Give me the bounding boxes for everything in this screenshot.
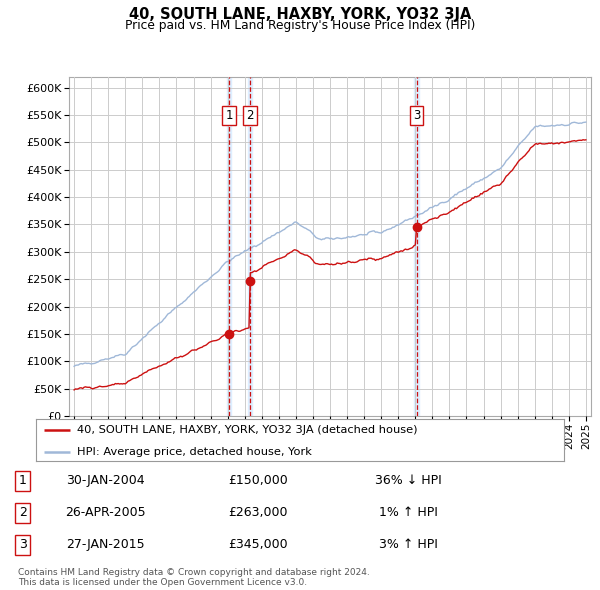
- Text: 3% ↑ HPI: 3% ↑ HPI: [379, 538, 437, 551]
- Text: 1% ↑ HPI: 1% ↑ HPI: [379, 506, 437, 519]
- Bar: [227, 77, 231, 416]
- Text: 1: 1: [19, 474, 27, 487]
- Bar: [415, 77, 419, 416]
- Text: 36% ↓ HPI: 36% ↓ HPI: [374, 474, 442, 487]
- Text: 30-JAN-2004: 30-JAN-2004: [65, 474, 145, 487]
- Text: 2: 2: [19, 506, 27, 519]
- Text: 40, SOUTH LANE, HAXBY, YORK, YO32 3JA: 40, SOUTH LANE, HAXBY, YORK, YO32 3JA: [129, 7, 471, 22]
- Bar: [248, 77, 253, 416]
- Text: 2: 2: [247, 109, 254, 122]
- Text: 3: 3: [413, 109, 421, 122]
- Text: 40, SOUTH LANE, HAXBY, YORK, YO32 3JA (detached house): 40, SOUTH LANE, HAXBY, YORK, YO32 3JA (d…: [77, 425, 418, 435]
- Text: 1: 1: [225, 109, 233, 122]
- Text: HPI: Average price, detached house, York: HPI: Average price, detached house, York: [77, 447, 312, 457]
- Text: 26-APR-2005: 26-APR-2005: [65, 506, 145, 519]
- Text: £263,000: £263,000: [228, 506, 288, 519]
- Text: £150,000: £150,000: [228, 474, 288, 487]
- Text: Price paid vs. HM Land Registry's House Price Index (HPI): Price paid vs. HM Land Registry's House …: [125, 19, 475, 32]
- Text: This data is licensed under the Open Government Licence v3.0.: This data is licensed under the Open Gov…: [18, 578, 307, 587]
- Text: £345,000: £345,000: [228, 538, 288, 551]
- Text: Contains HM Land Registry data © Crown copyright and database right 2024.: Contains HM Land Registry data © Crown c…: [18, 568, 370, 576]
- Text: 27-JAN-2015: 27-JAN-2015: [65, 538, 145, 551]
- Text: 3: 3: [19, 538, 27, 551]
